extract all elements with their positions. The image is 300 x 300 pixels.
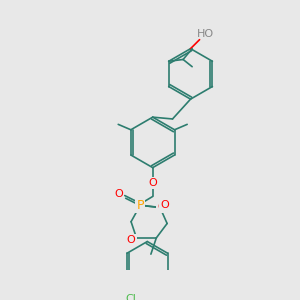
Text: P: P	[136, 199, 144, 212]
Text: O: O	[157, 202, 166, 212]
Text: O: O	[148, 178, 157, 188]
Text: Cl: Cl	[126, 294, 136, 300]
Text: O: O	[160, 200, 169, 210]
Text: HO: HO	[196, 29, 214, 39]
Text: O: O	[114, 189, 123, 199]
Text: O: O	[127, 235, 135, 245]
